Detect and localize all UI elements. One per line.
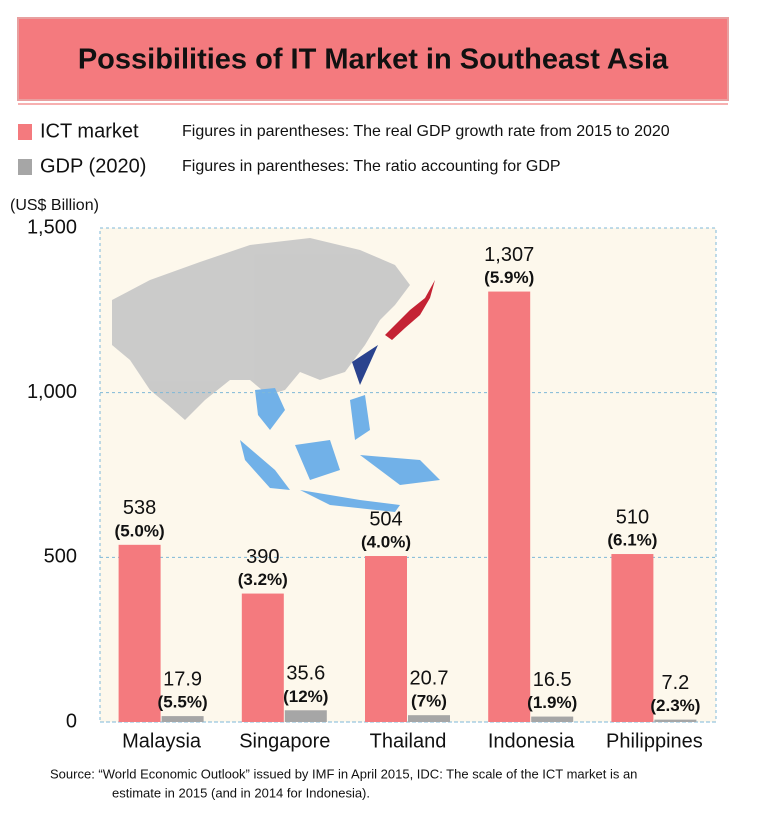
legend-label: GDP (2020): [40, 155, 146, 177]
value-sublabel: (6.1%): [607, 531, 657, 550]
map-arrow: [352, 345, 378, 385]
value-label: 538: [123, 497, 156, 519]
bar: [118, 544, 161, 722]
legend-swatch: [18, 124, 32, 140]
value-sublabel: (7%): [411, 692, 447, 711]
bar: [531, 716, 574, 722]
source-note: Source: “World Economic Outlook” issued …: [50, 766, 637, 781]
value-label: 510: [616, 506, 649, 528]
value-label: 504: [369, 508, 402, 530]
map-asia: [112, 238, 410, 420]
value-sublabel: (5.0%): [115, 521, 165, 540]
bar: [654, 719, 697, 722]
value-label: 35.6: [286, 663, 325, 685]
value-label: 390: [246, 546, 279, 568]
bar: [365, 556, 407, 722]
x-tick-label: Malaysia: [122, 730, 202, 752]
map-sea: [240, 388, 440, 512]
legend-note: Figures in parentheses: The real GDP gro…: [182, 123, 670, 140]
map: [112, 238, 440, 512]
value-label: 16.5: [533, 669, 572, 691]
value-sublabel: (5.9%): [484, 268, 534, 287]
x-tick-label: Philippines: [606, 730, 703, 752]
x-tick-label: Thailand: [370, 730, 447, 752]
y-tick-label: 1,000: [27, 381, 77, 403]
bar: [161, 716, 204, 722]
value-sublabel: (4.0%): [361, 533, 411, 552]
y-tick-label: 500: [44, 546, 77, 568]
y-tick-label: 1,500: [27, 216, 77, 238]
map-japan: [385, 280, 435, 340]
y-tick-label: 0: [66, 710, 77, 732]
bar: [284, 710, 327, 722]
bar: [488, 291, 531, 722]
x-tick-label: Indonesia: [488, 730, 576, 752]
value-label: 20.7: [410, 667, 449, 689]
value-sublabel: (1.9%): [527, 693, 577, 712]
bar: [611, 554, 654, 722]
title-banner: [17, 17, 729, 101]
source-note: estimate in 2015 (and in 2014 for Indone…: [112, 785, 370, 800]
bar: [408, 715, 450, 722]
value-sublabel: (12%): [283, 687, 328, 706]
chart-title: Possibilities of IT Market in Southeast …: [78, 44, 669, 76]
legend-label: ICT market: [40, 120, 139, 142]
x-tick-label: Singapore: [239, 730, 330, 752]
value-label: 1,307: [484, 244, 534, 266]
y-axis-label: (US$ Billion): [10, 197, 99, 214]
value-sublabel: (5.5%): [158, 693, 208, 712]
bar: [241, 593, 284, 722]
legend-note: Figures in parentheses: The ratio accoun…: [182, 158, 561, 175]
value-sublabel: (2.3%): [650, 696, 700, 715]
value-label: 7.2: [661, 672, 689, 694]
value-label: 17.9: [163, 668, 202, 690]
value-sublabel: (3.2%): [238, 570, 288, 589]
legend-swatch: [18, 159, 32, 175]
